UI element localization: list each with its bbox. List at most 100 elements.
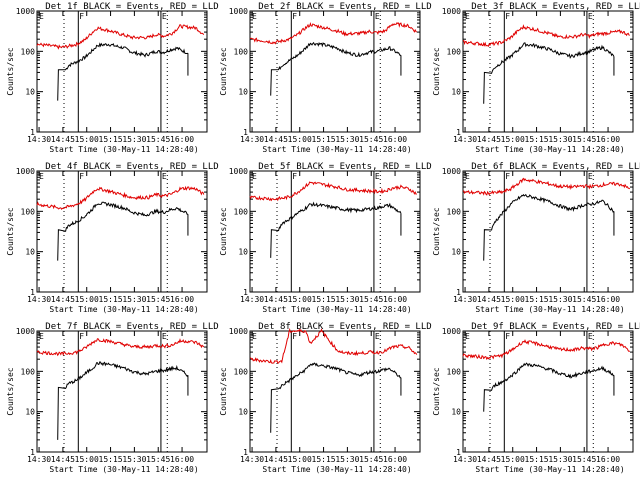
marker-label-e-start: E [465, 172, 470, 181]
x-tick-label: 14:30 [240, 295, 264, 304]
panel-title: Det 1f BLACK = Events, RED = LLD [45, 2, 218, 12]
x-tick-label: 14:30 [27, 455, 51, 464]
plot-frame [36, 170, 208, 293]
plot-frame [462, 330, 634, 453]
lld-series-line [249, 327, 418, 364]
marker-label-e: E [375, 332, 380, 341]
marker-label-e-start: E [39, 332, 44, 341]
y-tick-label: 1 [243, 128, 248, 137]
x-tick-label: 15:15 [525, 455, 549, 464]
y-tick-label: 1000 [16, 327, 35, 336]
x-tick-label: 15:45 [572, 295, 596, 304]
x-tick-label: 15:00 [75, 295, 99, 304]
x-tick-label: 14:30 [453, 295, 477, 304]
y-axis-label: Counts/sec [432, 367, 441, 415]
y-tick-label: 100 [21, 207, 36, 216]
marker-label-f: F [505, 172, 510, 181]
x-tick-label: 15:00 [288, 135, 312, 144]
y-tick-label: 1000 [229, 327, 248, 336]
x-tick-label: 15:30 [122, 455, 146, 464]
panel-det-7: Det 7f BLACK = Events, RED = LLD 1 10 100 10… [6, 322, 219, 474]
events-series-line [57, 42, 189, 101]
panel-title: Det 3f BLACK = Events, RED = LLD [471, 2, 640, 12]
marker-label-e-start: E [465, 12, 470, 21]
x-tick-label: 16:00 [170, 455, 194, 464]
panel-det-8: Det 8f BLACK = Events, RED = LLD 1 10 100 10… [219, 322, 432, 474]
events-series-line [483, 193, 615, 261]
y-tick-label: 1000 [442, 167, 461, 176]
marker-label-e-start: E [252, 332, 257, 341]
x-tick-label: 15:30 [548, 295, 572, 304]
x-tick-label: 14:45 [264, 135, 288, 144]
y-axis-label: Counts/sec [219, 47, 228, 95]
x-tick-label: 14:30 [453, 135, 477, 144]
x-tick-label: 14:45 [51, 135, 75, 144]
x-tick-label: 16:00 [596, 135, 620, 144]
x-tick-label: 14:30 [240, 455, 264, 464]
plot-frame [249, 10, 421, 133]
panel-det-2: Det 2f BLACK = Events, RED = LLD 1 10 100 10… [219, 2, 432, 154]
marker-label-f: F [292, 172, 297, 181]
y-tick-label: 10 [451, 248, 461, 257]
x-tick-label: 15:15 [99, 455, 123, 464]
marker-label-e-start: E [252, 12, 257, 21]
panel-title: Det 8f BLACK = Events, RED = LLD [258, 322, 431, 332]
lld-series-line [462, 24, 630, 47]
events-series-line [270, 41, 402, 96]
events-series-line [57, 361, 189, 440]
marker-label-e: E [375, 172, 380, 181]
x-tick-label: 15:00 [75, 135, 99, 144]
x-tick-label: 15:30 [548, 135, 572, 144]
x-tick-label: 16:00 [170, 135, 194, 144]
y-tick-label: 1 [30, 288, 35, 297]
x-tick-label: 15:00 [75, 455, 99, 464]
panel-det-4: Det 4f BLACK = Events, RED = LLD 1 10 100 10… [6, 162, 219, 314]
x-tick-label: 14:45 [477, 135, 501, 144]
x-tick-label: 16:00 [383, 455, 407, 464]
x-tick-label: 15:45 [572, 455, 596, 464]
x-tick-label: 14:45 [477, 295, 501, 304]
y-axis-label: Counts/sec [6, 207, 15, 255]
lld-series-line [249, 181, 417, 202]
y-tick-label: 1000 [16, 7, 35, 16]
events-series-line [270, 201, 402, 258]
marker-label-e: E [588, 332, 593, 341]
plot-frame [249, 170, 421, 293]
lld-series-line [462, 177, 631, 196]
x-tick-label: 14:30 [240, 135, 264, 144]
y-axis-label: Counts/sec [219, 207, 228, 255]
y-tick-label: 1 [243, 288, 248, 297]
lld-series-line [36, 24, 205, 50]
panel-title: Det 6f BLACK = Events, RED = LLD [471, 162, 640, 172]
events-series-line [483, 42, 615, 104]
x-tick-label: 15:45 [359, 135, 383, 144]
x-tick-label: 15:30 [122, 295, 146, 304]
y-tick-label: 100 [21, 367, 36, 376]
y-tick-label: 10 [451, 88, 461, 97]
x-tick-label: 15:15 [99, 295, 123, 304]
marker-label-e: E [588, 172, 593, 181]
events-series-line [270, 362, 401, 433]
y-tick-label: 100 [447, 207, 462, 216]
x-tick-label: 16:00 [383, 295, 407, 304]
y-tick-label: 100 [234, 47, 249, 56]
marker-label-f: F [505, 12, 510, 21]
events-series-line [483, 362, 615, 412]
y-tick-label: 1000 [442, 327, 461, 336]
x-tick-label: 15:45 [146, 455, 170, 464]
panel-title: Det 4f BLACK = Events, RED = LLD [45, 162, 218, 172]
y-tick-label: 100 [234, 207, 249, 216]
y-tick-label: 1 [456, 128, 461, 137]
y-tick-label: 10 [25, 248, 35, 257]
x-axis-label: Start Time (30-May-11 14:28:40) [262, 305, 411, 314]
y-tick-label: 10 [451, 408, 461, 417]
x-tick-label: 14:45 [51, 295, 75, 304]
x-tick-label: 15:30 [122, 135, 146, 144]
x-tick-label: 16:00 [170, 295, 194, 304]
x-tick-label: 15:00 [501, 135, 525, 144]
y-axis-label: Counts/sec [219, 367, 228, 415]
marker-label-e-start: E [252, 172, 257, 181]
marker-label-e: E [162, 172, 167, 181]
x-tick-label: 15:00 [501, 295, 525, 304]
x-tick-label: 14:45 [264, 295, 288, 304]
